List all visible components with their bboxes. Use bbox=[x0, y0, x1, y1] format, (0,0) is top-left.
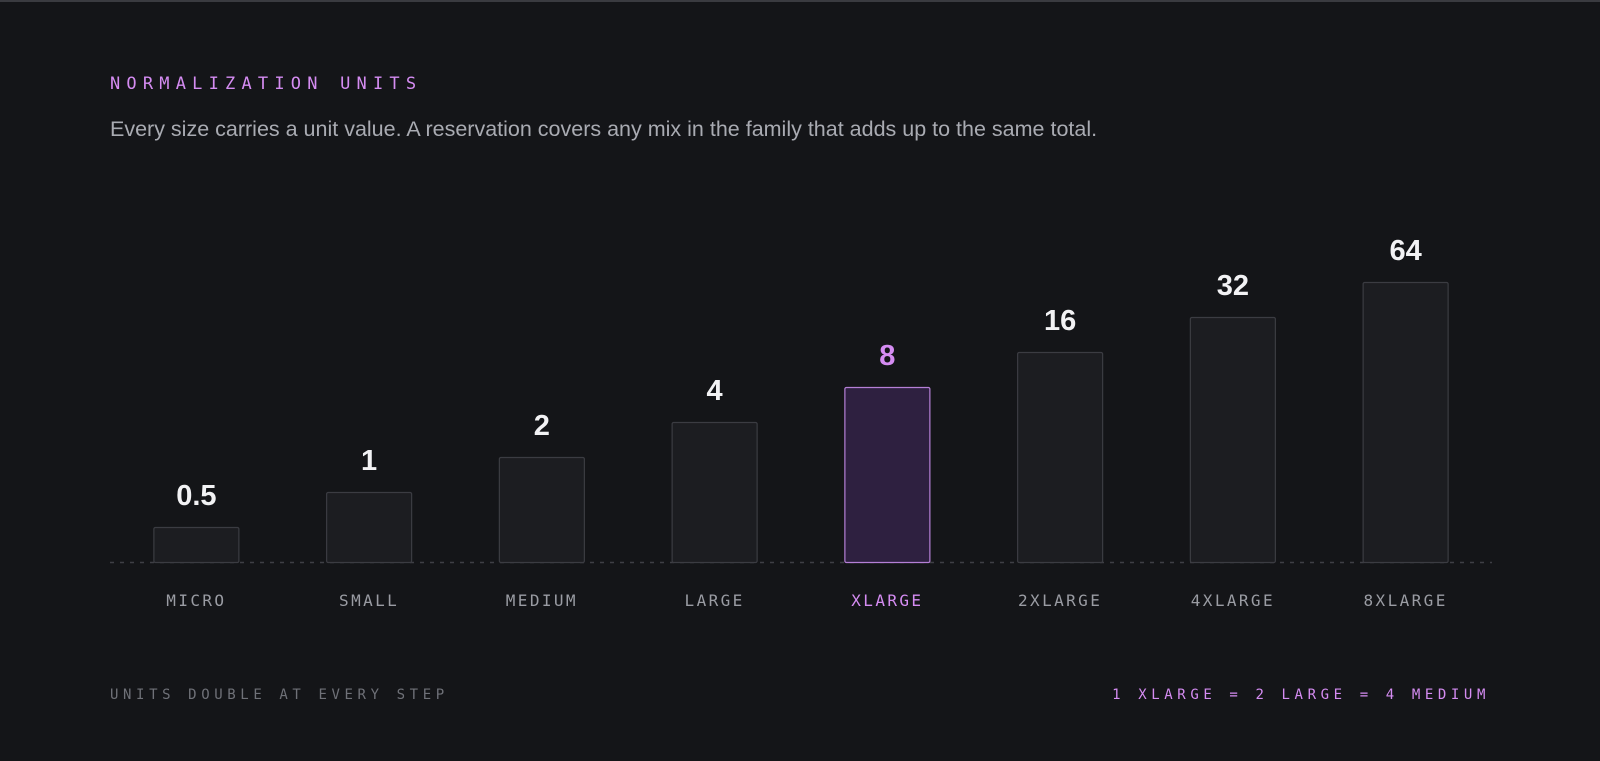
category-label-8xlarge: 8XLARGE bbox=[1364, 591, 1448, 610]
bar-large bbox=[671, 421, 758, 564]
value-label-medium: 2 bbox=[534, 410, 550, 442]
section-eyebrow: NORMALIZATION UNITS bbox=[110, 74, 423, 94]
bar-2xlarge bbox=[1017, 351, 1104, 564]
category-label-xlarge: XLARGE bbox=[851, 591, 923, 610]
footer-note-left: UNITS DOUBLE AT EVERY STEP bbox=[110, 687, 449, 703]
value-label-micro: 0.5 bbox=[176, 480, 216, 512]
bar-medium bbox=[498, 456, 585, 564]
value-label-large: 4 bbox=[707, 375, 723, 407]
value-label-xlarge: 8 bbox=[879, 340, 895, 372]
bar-8xlarge bbox=[1362, 281, 1449, 564]
category-label-small: SMALL bbox=[339, 591, 399, 610]
value-label-2xlarge: 16 bbox=[1044, 305, 1076, 337]
category-label-2xlarge: 2XLARGE bbox=[1018, 591, 1102, 610]
footer-equivalence-note: 1 XLARGE = 2 LARGE = 4 MEDIUM bbox=[1112, 687, 1490, 703]
bar-small bbox=[326, 491, 413, 564]
bar-4xlarge bbox=[1189, 316, 1276, 564]
top-rule bbox=[0, 0, 1600, 2]
bar-xlarge bbox=[844, 386, 931, 564]
value-label-4xlarge: 32 bbox=[1217, 270, 1249, 302]
category-label-4xlarge: 4XLARGE bbox=[1191, 591, 1275, 610]
category-label-large: LARGE bbox=[685, 591, 745, 610]
value-label-small: 1 bbox=[361, 445, 377, 477]
value-label-8xlarge: 64 bbox=[1389, 235, 1421, 267]
category-label-micro: MICRO bbox=[166, 591, 226, 610]
category-label-medium: MEDIUM bbox=[506, 591, 578, 610]
bar-micro bbox=[153, 526, 240, 564]
section-subtitle: Every size carries a unit value. A reser… bbox=[110, 117, 1098, 141]
